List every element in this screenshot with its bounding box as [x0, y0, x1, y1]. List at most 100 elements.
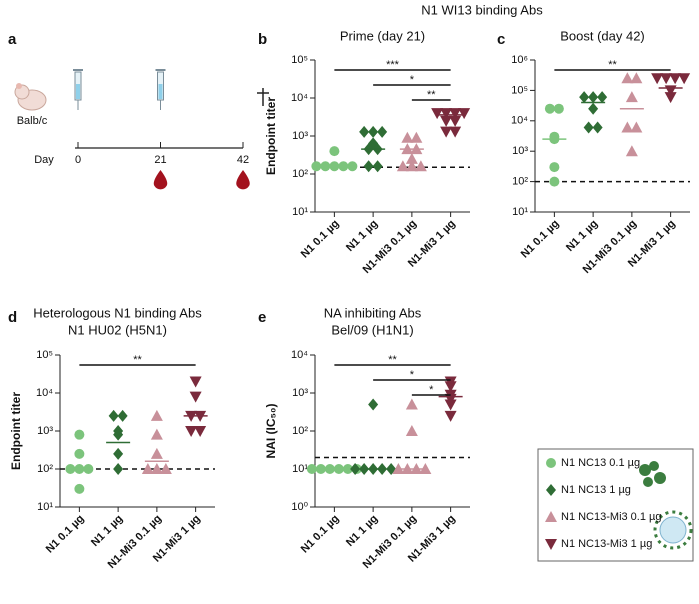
- point: [150, 428, 163, 440]
- point: [194, 426, 207, 437]
- chart-title: Boost (day 42): [560, 28, 645, 43]
- point: [350, 463, 361, 475]
- panel-letter: e: [258, 309, 266, 326]
- point: [189, 391, 202, 403]
- y-tick-label: 10⁴: [291, 92, 308, 104]
- point: [553, 103, 564, 114]
- point: [392, 463, 405, 474]
- point: [664, 92, 677, 104]
- point: [368, 398, 379, 411]
- point: [630, 121, 643, 133]
- y-tick-label: 10⁴: [511, 115, 528, 127]
- x-tick-label: N1 1 µg: [89, 513, 125, 549]
- point: [311, 161, 322, 172]
- legend-box: [537, 448, 694, 562]
- legend-marker: [545, 539, 557, 550]
- point: [108, 409, 119, 422]
- y-tick-label: 10²: [512, 176, 528, 188]
- point: [588, 91, 599, 104]
- point: [113, 428, 124, 441]
- y-axis-label: Endpoint titer: [9, 392, 23, 470]
- point: [419, 463, 432, 474]
- point: [405, 152, 418, 164]
- day-label: 0: [75, 154, 81, 166]
- legend-marker: [546, 458, 556, 468]
- point: [444, 410, 457, 422]
- point: [440, 115, 453, 127]
- point: [368, 125, 379, 138]
- point: [396, 160, 409, 172]
- y-axis-label: Endpoint titer: [264, 97, 278, 175]
- chart-title: NA inhibiting Abs: [324, 305, 422, 320]
- x-tick-label: N1 0.1 µg: [299, 218, 342, 261]
- point: [549, 162, 560, 173]
- point: [113, 447, 124, 460]
- panel-letter: c: [497, 31, 505, 48]
- y-tick-label: 10⁵: [291, 54, 308, 66]
- y-axis-label: NAI (IC₅₀): [264, 404, 278, 459]
- significance-label: ***: [386, 59, 400, 71]
- point: [458, 108, 471, 120]
- point: [405, 425, 418, 436]
- panel-letter: a: [8, 31, 17, 48]
- point: [449, 108, 462, 120]
- y-tick-label: 10³: [292, 130, 308, 142]
- point: [74, 483, 85, 494]
- panel-letter: b: [258, 31, 267, 48]
- point: [414, 160, 427, 172]
- significance-label: **: [608, 59, 617, 71]
- legend-label: N1 NC13-Mi3 1 µg: [561, 538, 652, 550]
- point: [185, 426, 198, 437]
- chart-subtitle: N1 HU02 (H5N1): [68, 322, 167, 337]
- point: [444, 399, 457, 411]
- y-tick-label: 10¹: [292, 206, 308, 218]
- point: [315, 464, 326, 474]
- point: [359, 125, 370, 138]
- x-tick-label: N1 1 µg: [564, 218, 600, 254]
- significance-label: **: [427, 89, 436, 101]
- y-tick-label: 10³: [512, 145, 528, 157]
- point: [444, 381, 457, 393]
- point: [113, 463, 124, 475]
- point: [74, 448, 85, 459]
- panel-letter: d: [8, 309, 17, 326]
- y-tick-label: 10²: [37, 463, 53, 475]
- point: [449, 126, 462, 138]
- day-label: 21: [154, 154, 166, 166]
- y-tick-label: 10⁵: [511, 84, 528, 96]
- point: [150, 409, 163, 421]
- chart-title: Heterologous N1 binding Abs: [33, 305, 202, 320]
- point: [651, 73, 664, 85]
- legend-art: [639, 461, 693, 550]
- point: [306, 464, 317, 474]
- point: [625, 91, 638, 103]
- chart-subtitle: Bel/09 (H1N1): [331, 322, 413, 337]
- point: [449, 115, 462, 127]
- point: [189, 376, 202, 388]
- significance-label: *: [429, 384, 434, 396]
- x-tick-label: N1 0.1 µg: [299, 513, 342, 556]
- legend-label: N1 NC13 1 µg: [561, 484, 631, 496]
- significance-label: *: [410, 369, 415, 381]
- y-tick-label: 10⁵: [36, 349, 53, 361]
- point: [597, 91, 608, 104]
- blood-drop: [153, 170, 168, 190]
- y-tick-label: 10⁴: [291, 349, 308, 361]
- syringe-fluid: [158, 84, 163, 99]
- axis-label: Day: [34, 154, 54, 166]
- x-tick-label: N1 1 µg: [344, 218, 380, 254]
- strain: Balb/c: [17, 115, 48, 127]
- point: [440, 108, 453, 120]
- y-tick-label: 10¹: [512, 206, 528, 218]
- point: [405, 160, 418, 172]
- point: [329, 146, 340, 157]
- y-tick-label: 10⁶: [511, 54, 528, 66]
- point: [150, 463, 163, 474]
- point: [625, 145, 638, 157]
- day-label: 42: [237, 154, 249, 166]
- point: [401, 131, 414, 143]
- significance-label: **: [388, 354, 397, 366]
- point: [405, 398, 418, 410]
- point: [363, 160, 374, 173]
